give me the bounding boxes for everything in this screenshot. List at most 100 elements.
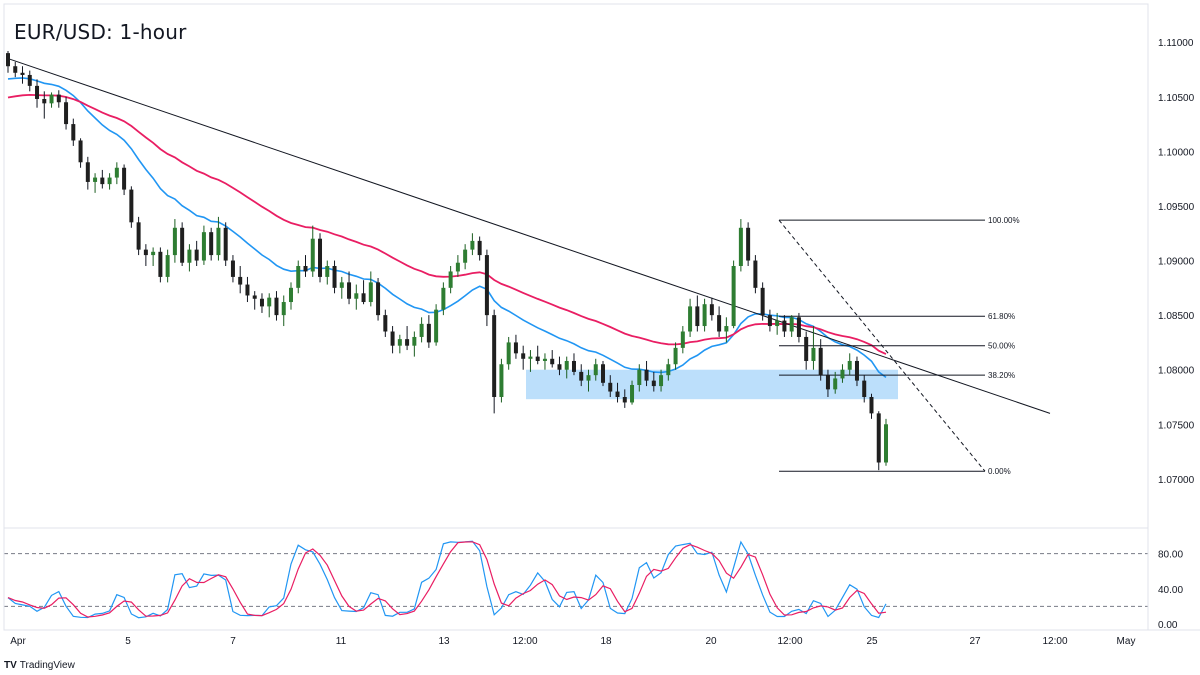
fib-level-label: 38.20% xyxy=(988,371,1015,380)
candle xyxy=(274,291,279,321)
tradingview-brand: TV TradingView xyxy=(4,660,75,671)
candle xyxy=(27,70,32,92)
candle-body xyxy=(383,315,388,332)
candle-body xyxy=(673,347,678,365)
price-tick-label: 1.07000 xyxy=(1158,475,1195,486)
candle xyxy=(753,255,758,294)
candle-body xyxy=(825,375,830,390)
stoch-d-line xyxy=(7,541,887,618)
candle xyxy=(383,309,388,337)
time-tick-label: 11 xyxy=(336,636,347,647)
stoch-k-line xyxy=(7,540,887,619)
candle-body xyxy=(492,315,497,397)
candle-body xyxy=(274,297,279,316)
candle xyxy=(869,393,874,419)
candle-body xyxy=(172,227,177,256)
candle-body xyxy=(521,353,526,359)
candle-body xyxy=(390,331,395,346)
candle xyxy=(854,356,859,387)
candle xyxy=(259,293,264,313)
candle-body xyxy=(601,364,606,383)
time-tick-label: 12:00 xyxy=(512,636,537,647)
candle-body xyxy=(209,232,214,256)
candle-body xyxy=(484,255,489,316)
candle xyxy=(209,227,214,261)
candle-body xyxy=(593,364,598,376)
time-tick-label: May xyxy=(1117,636,1136,647)
candle-body xyxy=(35,85,40,99)
fib-level-label: 61.80% xyxy=(988,312,1015,321)
price-tick-label: 1.10000 xyxy=(1158,147,1195,158)
candle-body xyxy=(571,360,576,372)
candle xyxy=(296,260,301,294)
candle xyxy=(644,360,649,387)
candle xyxy=(811,326,816,370)
candle xyxy=(738,219,743,272)
candle-body xyxy=(296,266,301,288)
candle-body xyxy=(245,284,250,296)
candle-body xyxy=(666,364,671,376)
candle-body xyxy=(42,98,47,104)
candle xyxy=(586,369,591,392)
candle xyxy=(13,61,18,78)
candle xyxy=(100,169,105,189)
candle xyxy=(847,353,852,376)
candle xyxy=(151,247,156,266)
candle-body xyxy=(717,315,722,332)
candle xyxy=(339,276,344,299)
time-tick-label: 25 xyxy=(866,636,878,647)
candle xyxy=(238,266,243,294)
ma-fast-line xyxy=(7,77,887,379)
candle xyxy=(201,225,206,265)
candle-body xyxy=(368,282,373,303)
fib-level-label: 100.00% xyxy=(988,216,1020,225)
candle-body xyxy=(252,295,257,299)
candle xyxy=(6,50,10,73)
candle xyxy=(651,371,656,392)
stoch-tick-label: 80.00 xyxy=(1158,550,1183,561)
candle xyxy=(187,244,192,272)
candle-body xyxy=(27,74,32,86)
candle xyxy=(528,350,533,372)
candle-body xyxy=(20,72,25,75)
candle xyxy=(20,66,25,84)
candle-body xyxy=(477,240,482,256)
candle xyxy=(659,369,664,392)
candle-body xyxy=(325,266,330,277)
candle xyxy=(521,345,526,370)
candle-body xyxy=(114,167,119,178)
candle xyxy=(107,173,112,190)
candle xyxy=(775,312,780,335)
time-tick-label: 13 xyxy=(438,636,450,647)
candle xyxy=(615,382,620,403)
candle-body xyxy=(187,249,192,263)
candle xyxy=(412,331,417,357)
candle xyxy=(876,411,881,471)
price-tick-label: 1.10500 xyxy=(1158,93,1195,104)
candle-body xyxy=(499,364,504,397)
candle xyxy=(840,364,845,383)
candle xyxy=(310,225,315,277)
candle xyxy=(114,162,119,185)
candle xyxy=(630,380,635,405)
candle xyxy=(601,360,606,387)
candle-body xyxy=(506,342,511,365)
candle xyxy=(470,233,475,256)
candle-body xyxy=(216,227,221,256)
candle xyxy=(405,326,410,351)
candle-body xyxy=(267,297,272,307)
candle-body xyxy=(608,382,613,392)
trendline-layer xyxy=(7,58,1051,414)
candle-body xyxy=(49,94,54,104)
candle xyxy=(194,240,199,266)
candle xyxy=(252,291,257,310)
candle-body xyxy=(630,384,635,403)
candle xyxy=(477,236,482,261)
candle xyxy=(390,326,395,354)
candle-body xyxy=(746,227,751,261)
candle xyxy=(637,364,642,392)
candle-body xyxy=(470,240,475,250)
candle xyxy=(688,298,693,337)
candle xyxy=(180,222,185,266)
candle-body xyxy=(760,287,765,316)
